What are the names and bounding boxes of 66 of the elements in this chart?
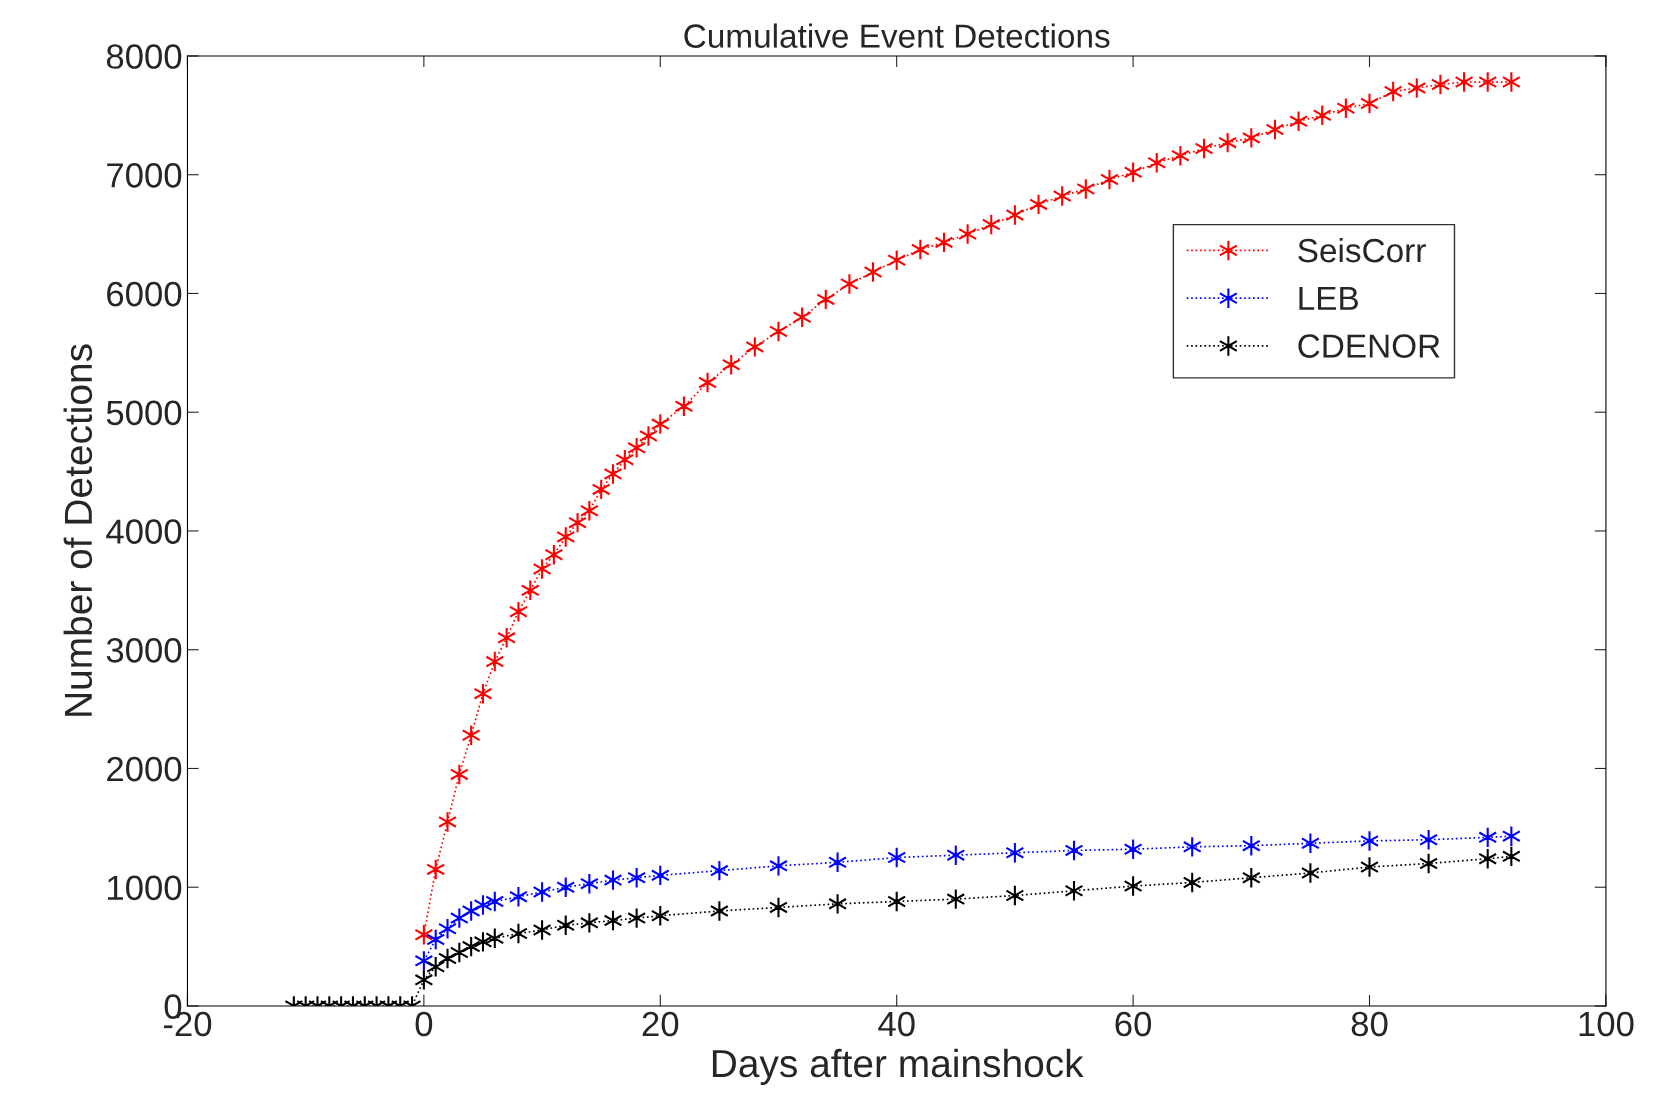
point [556,526,576,548]
point [426,928,446,951]
y-tick-label: 2000 [107,756,182,782]
point [887,846,907,869]
point [769,855,788,877]
point [639,425,658,447]
point [887,249,907,271]
y-tick-label: 3000 [106,638,182,663]
point [414,969,434,991]
point [532,881,552,903]
y-tick-label: 8000 [106,44,182,69]
point [863,261,883,283]
point [1064,880,1084,902]
point [828,893,848,915]
x-tick-label: 80 [1351,1011,1388,1037]
point [1360,830,1379,852]
point [650,413,670,435]
point [627,907,647,929]
point [579,912,599,934]
point [946,888,966,910]
point [568,511,587,534]
point [1360,856,1379,878]
point [1360,92,1379,115]
point [1052,185,1072,207]
y-tick-label: 7000 [107,163,182,188]
point [603,463,623,485]
x-axis-title: Days after mainshock [712,1048,1084,1086]
point [946,844,966,866]
point [627,437,647,459]
point [769,320,788,343]
legend-label: LEB [1299,286,1358,310]
point [1005,842,1025,864]
chart-title: Cumulative Event Detections [684,23,1110,48]
point [1123,875,1143,897]
x-tick-label: 0 [415,1011,433,1037]
point [1147,152,1167,174]
point [745,336,765,358]
point [603,869,623,891]
x-tick-label: 40 [878,1011,915,1037]
y-tick-label: 4000 [106,519,182,544]
point [792,306,812,328]
legend-label: SeisCorr [1298,237,1426,263]
y-tick-label: 1000 [108,875,182,901]
legend-label: CDENOR [1298,334,1440,358]
point [981,213,1001,236]
point [1029,193,1048,216]
point [1336,97,1356,119]
y-tick-label: 5000 [106,400,182,426]
x-tick-label: 100 [1579,1011,1634,1037]
point [497,627,517,649]
point [1454,71,1474,93]
x-tick-label: 20 [642,1011,679,1037]
point [438,947,457,970]
x-tick-label: 60 [1115,1011,1152,1037]
y-axis-title: Number of Detections [63,344,93,716]
point [532,919,552,941]
point [438,918,457,940]
y-tick-label: 6000 [107,281,182,307]
point [1182,836,1202,858]
point [532,558,552,580]
point [769,896,788,919]
point [1419,852,1439,875]
point [887,890,907,913]
point [438,811,457,833]
point [1501,825,1521,847]
point [1005,204,1025,226]
